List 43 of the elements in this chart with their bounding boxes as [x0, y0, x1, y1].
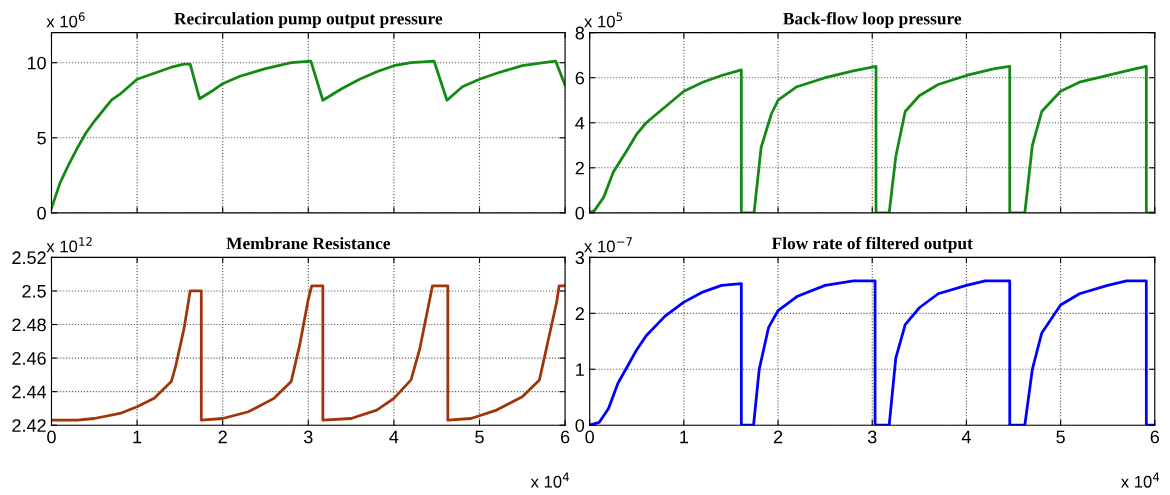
x-tick-label: 6	[561, 430, 570, 444]
y-tick-label: 1	[576, 363, 584, 376]
x-tick-label: 3	[867, 430, 877, 444]
chart-title: Flow rate of filtered output	[771, 236, 973, 253]
x-tick-label: 2	[773, 430, 783, 444]
y-tick-label: 2.44	[12, 385, 47, 399]
y-tick-label: 4	[575, 116, 585, 130]
x-tick-label: 5	[475, 430, 484, 444]
y-tick-label: 3	[575, 251, 585, 265]
y-tick-label: 2.52	[12, 251, 46, 265]
line-series	[51, 284, 566, 422]
x-tick-label: 6	[1150, 430, 1160, 444]
y-tick-label: 8	[575, 26, 585, 40]
y-tick-label: 0	[37, 206, 46, 220]
chart-title: Recirculation pump output pressure	[174, 12, 443, 29]
chart-title: Membrane Resistance	[226, 237, 391, 250]
chart-title: Back-flow loop pressure	[783, 12, 962, 29]
y-tick-label: 2.48	[12, 318, 46, 332]
x-tick-label: 2	[218, 430, 227, 444]
x-tick-label: 0	[585, 430, 594, 444]
y-tick-label: 6	[575, 71, 585, 85]
y-tick-label: 2.42	[12, 419, 46, 432]
y-tick-label: 2.46	[12, 352, 46, 365]
text: x 10$^{4}$	[530, 472, 570, 488]
y-tick-label: 2	[575, 161, 584, 175]
text: x 10$^{12}$	[46, 237, 92, 253]
y-tick-label: 5	[37, 131, 46, 145]
x-tick-label: 4	[961, 430, 971, 444]
y-tick-label: 2.5	[22, 284, 46, 298]
y-tick-label: 0	[575, 206, 585, 220]
x-tick-label: 5	[1056, 430, 1065, 444]
y-tick-label: 0	[575, 419, 585, 432]
text: x 10$^{6}$	[46, 12, 85, 28]
text: x 10$^{5}$	[584, 12, 623, 28]
text: x 10$^{4}$	[1120, 472, 1160, 488]
x-tick-label: 3	[303, 430, 313, 444]
x-tick-label: 1	[680, 430, 689, 444]
x-tick-label: 0	[47, 430, 56, 444]
text: x 10$^{−7}$	[584, 237, 632, 253]
y-tick-label: 10	[27, 56, 46, 70]
x-tick-label: 4	[389, 430, 399, 444]
x-tick-label: 1	[133, 430, 142, 444]
y-tick-label: 2	[575, 307, 584, 320]
